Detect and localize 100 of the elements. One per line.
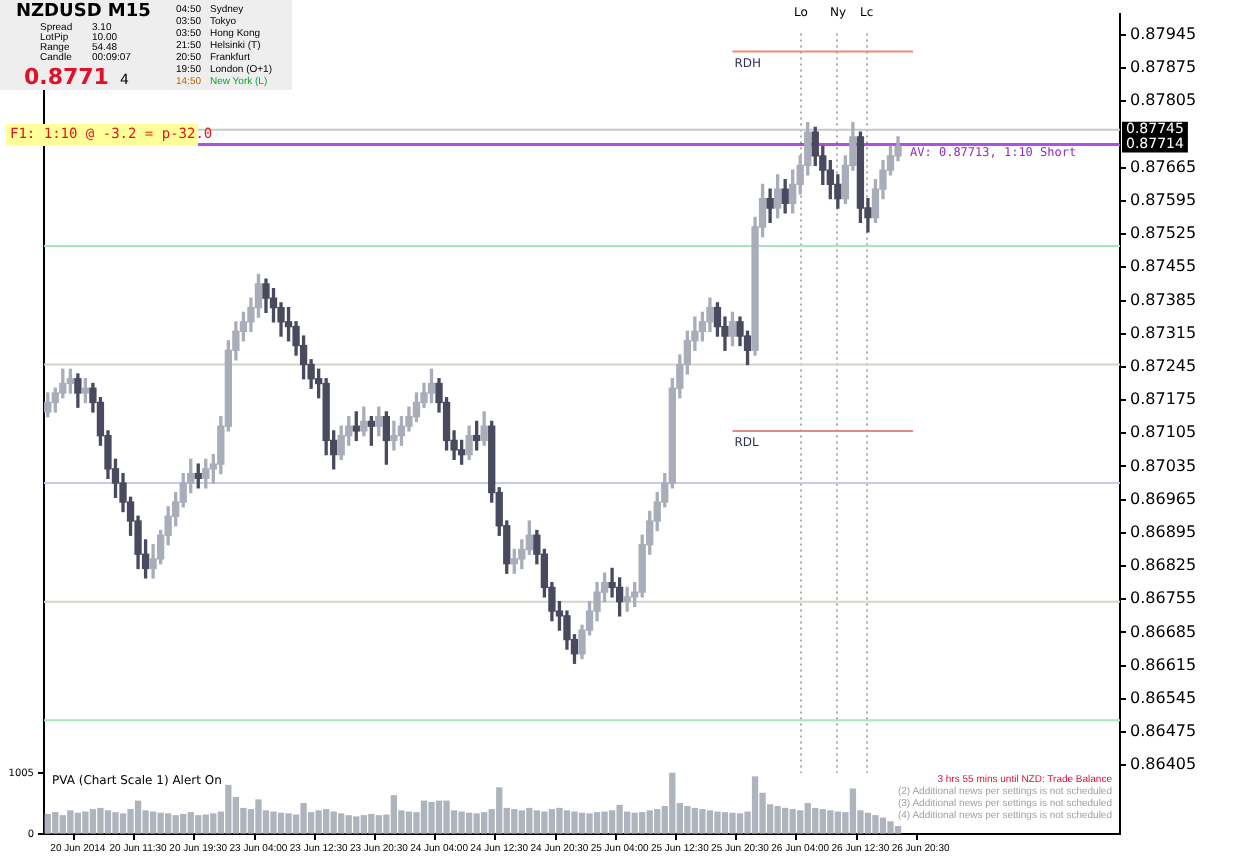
bar xyxy=(481,812,488,834)
bar xyxy=(134,800,142,834)
bar xyxy=(300,803,307,834)
bar xyxy=(202,814,209,834)
bar xyxy=(59,815,66,834)
bar xyxy=(225,784,232,834)
bar xyxy=(270,811,277,834)
y-tick-label: 0.87105 xyxy=(1130,423,1197,442)
bar xyxy=(465,812,473,834)
bar xyxy=(879,817,887,834)
bar xyxy=(52,812,59,834)
y-tick-label: 0.86475 xyxy=(1130,722,1197,741)
y-tick-label: 0.87945 xyxy=(1130,25,1197,44)
y-tick-label: 0.87665 xyxy=(1130,157,1197,176)
bar xyxy=(210,813,217,834)
y-tick-label: 0.87875 xyxy=(1130,58,1197,77)
bar xyxy=(646,810,653,834)
y-tick-label: 0.87035 xyxy=(1130,456,1197,475)
bar xyxy=(44,813,51,834)
y-tick-label: 0.86965 xyxy=(1130,489,1197,508)
bar xyxy=(563,810,571,834)
y-tick-label: 0.86545 xyxy=(1130,689,1197,707)
bar xyxy=(872,815,879,834)
bar xyxy=(706,810,714,834)
y-tick-label: 0.86615 xyxy=(1130,655,1197,674)
bar xyxy=(721,812,729,834)
bar xyxy=(593,812,601,834)
bar xyxy=(420,800,428,834)
bar xyxy=(119,813,127,834)
bar xyxy=(639,812,646,834)
bar xyxy=(180,813,187,834)
bar xyxy=(797,810,804,834)
bar xyxy=(864,812,872,834)
bar xyxy=(89,809,97,834)
bar xyxy=(751,776,759,834)
bar xyxy=(548,809,556,834)
bar xyxy=(74,812,82,834)
annotation: NZDUSD M15 xyxy=(16,2,151,22)
bar xyxy=(97,807,104,834)
bar xyxy=(586,813,593,834)
y-tick-label: 0.87595 xyxy=(1130,191,1197,210)
bar xyxy=(496,787,503,834)
bar xyxy=(360,815,367,834)
bar xyxy=(277,812,285,834)
y-tick-label: 0.87455 xyxy=(1130,257,1197,276)
candlestick xyxy=(623,586,631,612)
bar xyxy=(323,809,330,834)
bar xyxy=(368,813,375,834)
bar xyxy=(518,810,525,834)
bar xyxy=(195,815,202,834)
bar xyxy=(390,795,398,834)
bar xyxy=(601,811,608,834)
bar xyxy=(789,809,796,834)
bar xyxy=(255,799,262,834)
y-tick-label: 0.87315 xyxy=(1130,323,1197,342)
bar xyxy=(571,811,578,834)
bar xyxy=(736,813,744,834)
bar xyxy=(623,811,631,834)
bar xyxy=(157,812,164,834)
bar xyxy=(774,806,781,834)
y-tick-label: 0.87385 xyxy=(1130,290,1197,309)
annotation: 0.8771 xyxy=(24,64,109,90)
bar xyxy=(578,812,586,834)
bar xyxy=(729,812,736,834)
candlestick xyxy=(390,420,398,451)
bar xyxy=(353,816,360,834)
y-tick-label: 0.87805 xyxy=(1130,91,1197,110)
bar xyxy=(541,811,548,834)
bar xyxy=(82,811,89,834)
bar xyxy=(405,811,413,834)
y-tick-label: 0.87245 xyxy=(1130,357,1197,376)
bar xyxy=(67,810,74,834)
bar xyxy=(714,811,721,834)
y-tick-label: 0.86825 xyxy=(1130,556,1197,575)
bar xyxy=(435,800,443,834)
bar xyxy=(827,810,834,834)
y-tick-label: 0.86405 xyxy=(1130,755,1197,774)
bar xyxy=(285,813,292,834)
bar xyxy=(608,810,616,834)
bar xyxy=(684,806,691,834)
bar xyxy=(511,809,518,834)
bar xyxy=(330,811,337,834)
bar xyxy=(338,813,345,834)
bar xyxy=(187,812,194,834)
bar xyxy=(669,772,676,834)
bar xyxy=(616,804,623,834)
y-tick-label: 0.86755 xyxy=(1130,589,1197,608)
y-tick-label: 0.86895 xyxy=(1130,523,1197,542)
bar xyxy=(556,807,563,834)
bar xyxy=(533,810,541,834)
bar xyxy=(849,788,857,834)
bar xyxy=(834,811,841,834)
bar xyxy=(458,811,465,834)
bar xyxy=(443,800,450,834)
bar xyxy=(812,807,819,834)
bar xyxy=(654,809,661,834)
bar xyxy=(473,813,480,834)
bar xyxy=(127,809,134,834)
bar xyxy=(345,815,352,834)
bar xyxy=(782,807,789,834)
